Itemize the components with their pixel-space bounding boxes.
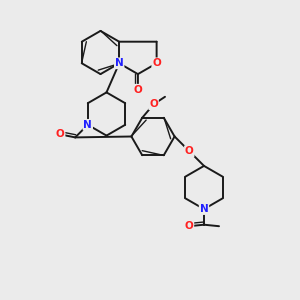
Text: O: O xyxy=(56,129,64,140)
Text: N: N xyxy=(83,120,92,130)
Text: O: O xyxy=(184,221,194,231)
Text: O: O xyxy=(185,146,194,156)
Text: O: O xyxy=(152,58,161,68)
Text: O: O xyxy=(134,85,142,95)
Text: O: O xyxy=(149,99,158,109)
Text: N: N xyxy=(115,58,124,68)
Text: N: N xyxy=(200,204,208,214)
